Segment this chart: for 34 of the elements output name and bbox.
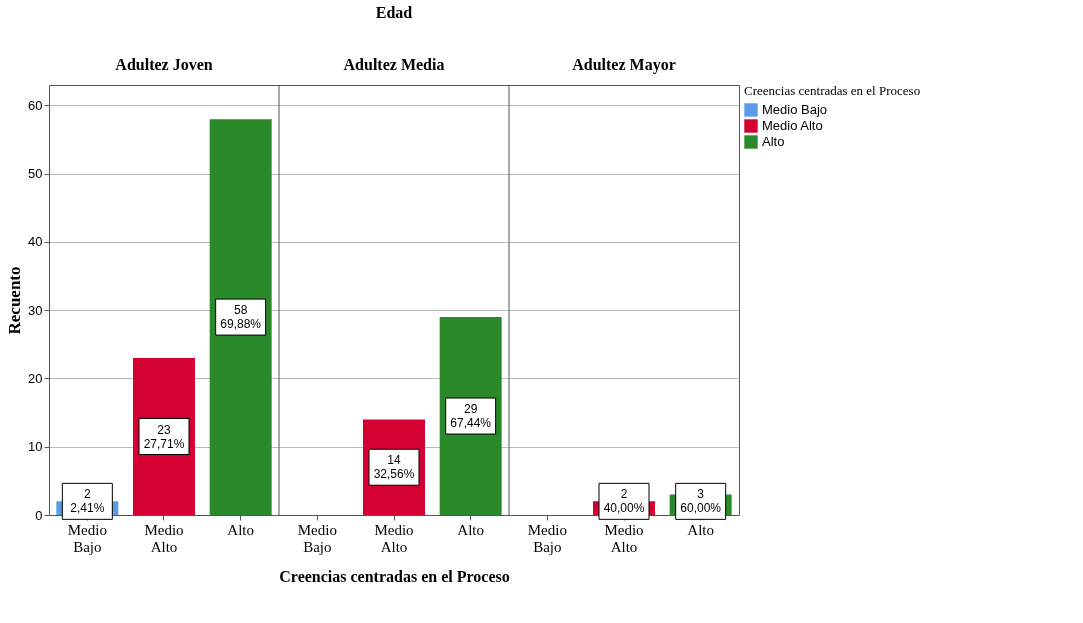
data-label: 29 67,44% bbox=[450, 402, 492, 431]
x-tick-label: Medio Bajo bbox=[297, 521, 337, 555]
x-tick-label: Medio Alto bbox=[144, 521, 184, 555]
legend-title: Creencias centradas en el Proceso bbox=[744, 83, 921, 98]
text: Adultez Mayor bbox=[572, 56, 676, 74]
y-tick-label: 20 bbox=[28, 370, 43, 386]
y-tick-label: 50 bbox=[28, 166, 43, 182]
x-tick-label: Alto bbox=[227, 521, 254, 538]
text: Adultez Media bbox=[343, 56, 445, 73]
text: Adultez Joven bbox=[115, 56, 213, 73]
y-tick-label: 40 bbox=[28, 234, 43, 250]
legend-label: Medio Bajo bbox=[762, 102, 828, 117]
x-tick-label: Alto bbox=[457, 521, 484, 538]
y-axis-title: Recuento bbox=[5, 266, 25, 335]
x-tick-label: Medio Alto bbox=[604, 521, 644, 555]
data-label: 14 32,56% bbox=[373, 453, 415, 482]
x-axis-title: Creencias centradas en el Proceso bbox=[279, 567, 510, 585]
legend-label: Alto bbox=[762, 134, 785, 149]
legend-label: Medio Alto bbox=[762, 118, 823, 133]
bar bbox=[209, 119, 272, 515]
data-label: 2 2,41% bbox=[70, 487, 105, 516]
x-tick-label: Medio Alto bbox=[374, 521, 414, 555]
x-tick-label: Medio Bajo bbox=[67, 521, 107, 555]
x-tick-label: Alto bbox=[687, 521, 714, 538]
data-label: 3 60,00% bbox=[680, 487, 722, 516]
data-label: 58 69,88% bbox=[220, 303, 262, 332]
y-tick-label: 10 bbox=[28, 439, 43, 455]
y-tick-label: 60 bbox=[28, 97, 43, 113]
x-tick-label: Medio Bajo bbox=[527, 521, 567, 555]
chart-title: Edad bbox=[375, 4, 413, 21]
data-label: 2 40,00% bbox=[603, 487, 645, 516]
data-label: 23 27,71% bbox=[143, 422, 185, 451]
y-tick-label: 0 bbox=[35, 507, 43, 523]
y-tick-label: 30 bbox=[28, 302, 43, 318]
